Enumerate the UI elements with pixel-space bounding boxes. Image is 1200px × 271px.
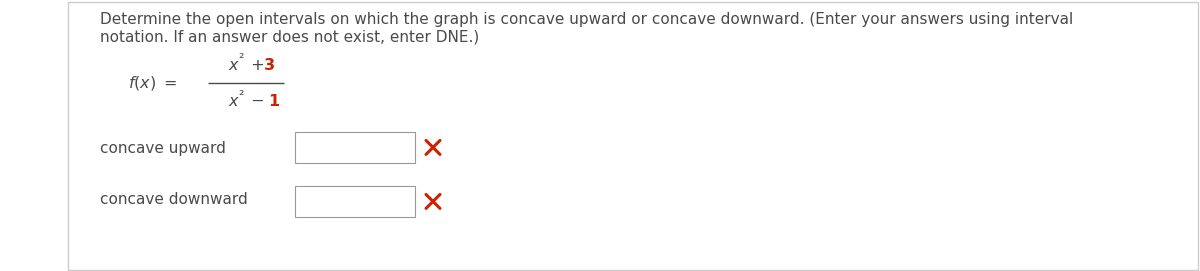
Text: −: − <box>246 95 270 109</box>
Text: x: x <box>228 57 238 73</box>
Text: +: + <box>246 57 270 73</box>
FancyBboxPatch shape <box>68 2 1198 270</box>
Text: 3: 3 <box>264 57 275 73</box>
Text: x: x <box>228 95 238 109</box>
FancyBboxPatch shape <box>295 186 415 217</box>
Text: Determine the open intervals on which the graph is concave upward or concave dow: Determine the open intervals on which th… <box>100 12 1073 27</box>
Text: notation. If an answer does not exist, enter DNE.): notation. If an answer does not exist, e… <box>100 30 479 45</box>
Text: concave upward: concave upward <box>100 140 226 156</box>
Text: ²: ² <box>238 52 244 65</box>
Text: ²: ² <box>238 89 244 102</box>
FancyBboxPatch shape <box>295 132 415 163</box>
Text: concave downward: concave downward <box>100 192 247 208</box>
Text: 1: 1 <box>268 95 280 109</box>
Text: $f(x)\ =$: $f(x)\ =$ <box>128 74 178 92</box>
